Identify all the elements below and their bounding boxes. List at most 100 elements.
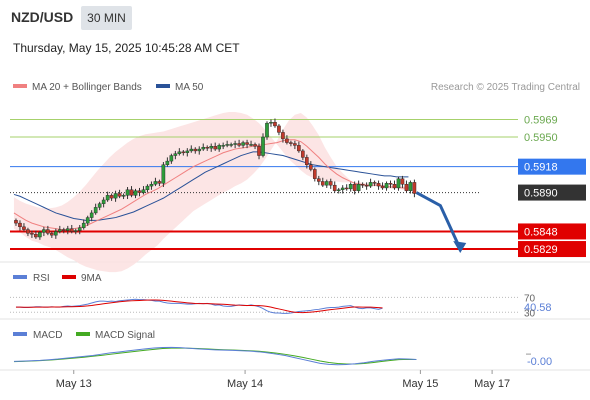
candle-body	[269, 122, 273, 124]
candle-body	[368, 182, 373, 187]
candle-body	[261, 136, 265, 156]
level-label: 0.5890	[524, 188, 558, 200]
candle-body	[245, 142, 249, 145]
symbol-title: NZD/USD	[11, 9, 74, 25]
candle-body	[352, 184, 357, 191]
candle-body	[177, 151, 182, 154]
candle-body	[81, 222, 86, 228]
candle-body	[133, 190, 138, 196]
candle-body	[217, 145, 221, 150]
candle-body	[117, 193, 122, 197]
candle-body	[229, 144, 233, 146]
candle-body	[412, 182, 417, 194]
candle-body	[73, 230, 78, 232]
candle-body	[129, 189, 134, 196]
candle-body	[185, 150, 190, 153]
candle-body	[58, 229, 62, 232]
macd-current-value: -0.00	[527, 356, 552, 368]
candle-body	[249, 144, 253, 146]
candle-body	[209, 146, 214, 149]
candle-body	[293, 143, 297, 146]
candle-body	[253, 144, 257, 147]
candle-body	[277, 125, 281, 133]
level-label-box	[518, 158, 586, 175]
level-label: 0.5848	[524, 226, 558, 238]
rsi-legend-swatch	[13, 275, 27, 279]
candle-body	[344, 187, 349, 190]
candle-body	[101, 199, 106, 204]
candle-body	[376, 183, 381, 187]
candle-body	[46, 229, 50, 234]
candle-body	[237, 143, 241, 146]
x-tick-label: May 13	[56, 378, 92, 390]
copyright-text: Research © 2025 Trading Central	[431, 82, 580, 93]
candle-body	[372, 182, 377, 184]
candle-body	[125, 189, 130, 196]
candle-body	[89, 212, 94, 218]
candle-body	[85, 217, 90, 224]
rsi-ma-legend-swatch	[62, 275, 76, 279]
candle-body	[289, 142, 293, 144]
forecast-arrow-head	[453, 241, 467, 254]
candle-body	[141, 189, 146, 193]
candle-body	[169, 155, 174, 162]
candle-body	[145, 185, 150, 190]
candle-body	[157, 181, 162, 184]
candle-body	[400, 178, 405, 185]
candle-body	[109, 195, 114, 199]
level-label: 0.5918	[524, 162, 558, 174]
candle-body	[93, 207, 98, 214]
candle-body	[50, 233, 54, 236]
candle-body	[61, 229, 66, 231]
candle-body	[153, 181, 158, 185]
candle-body	[273, 122, 277, 127]
candle-body	[364, 184, 369, 187]
candle-body	[265, 122, 269, 138]
candle-body	[189, 148, 194, 152]
candle-body	[113, 193, 118, 199]
candle-body	[54, 231, 58, 236]
candle-body	[384, 183, 389, 189]
candle-body	[181, 151, 186, 154]
macd-legend-label: MACD	[33, 330, 62, 341]
candle-body	[165, 160, 170, 165]
candle-body	[42, 229, 46, 233]
candle-body	[404, 184, 409, 191]
candle-body	[173, 153, 178, 156]
candle-body	[161, 164, 166, 184]
ma50-legend-swatch	[156, 84, 170, 88]
x-tick-label: May 14	[227, 378, 263, 390]
candle-body	[281, 132, 285, 140]
rsi-ma-legend-label: 9MA	[81, 273, 102, 284]
level-label-box	[518, 184, 586, 201]
rsi-level-label: 30	[524, 308, 536, 319]
ma20-legend-swatch	[13, 84, 27, 88]
macd-signal-legend-label: MACD Signal	[95, 330, 155, 341]
candle-body	[336, 189, 341, 191]
candle-body	[297, 145, 301, 152]
rsi-level-label: 70	[524, 293, 536, 304]
candle-body	[225, 144, 229, 146]
candle-body	[305, 157, 309, 166]
candle-body	[30, 233, 34, 235]
candle-body	[257, 146, 261, 156]
timeframe-button[interactable]: 30 MIN	[81, 6, 132, 30]
candle-body	[137, 190, 142, 193]
candle-body	[205, 147, 210, 149]
ma50-legend-label: MA 50	[175, 82, 204, 93]
rsi-current-value: 40.58	[524, 302, 552, 314]
rsi-ma-line	[15, 299, 383, 314]
candle-body	[201, 147, 206, 150]
x-tick-label: May 17	[474, 378, 510, 390]
level-label: 0.5969	[524, 114, 558, 126]
candle-body	[392, 184, 397, 189]
candle-body	[285, 138, 289, 143]
macd-signal-line	[13, 347, 417, 365]
level-label: 0.5829	[524, 244, 558, 256]
candle-body	[324, 181, 329, 186]
candle-body	[340, 187, 345, 190]
candle-body	[193, 148, 198, 152]
candle-body	[408, 182, 413, 191]
candle-body	[105, 195, 110, 201]
